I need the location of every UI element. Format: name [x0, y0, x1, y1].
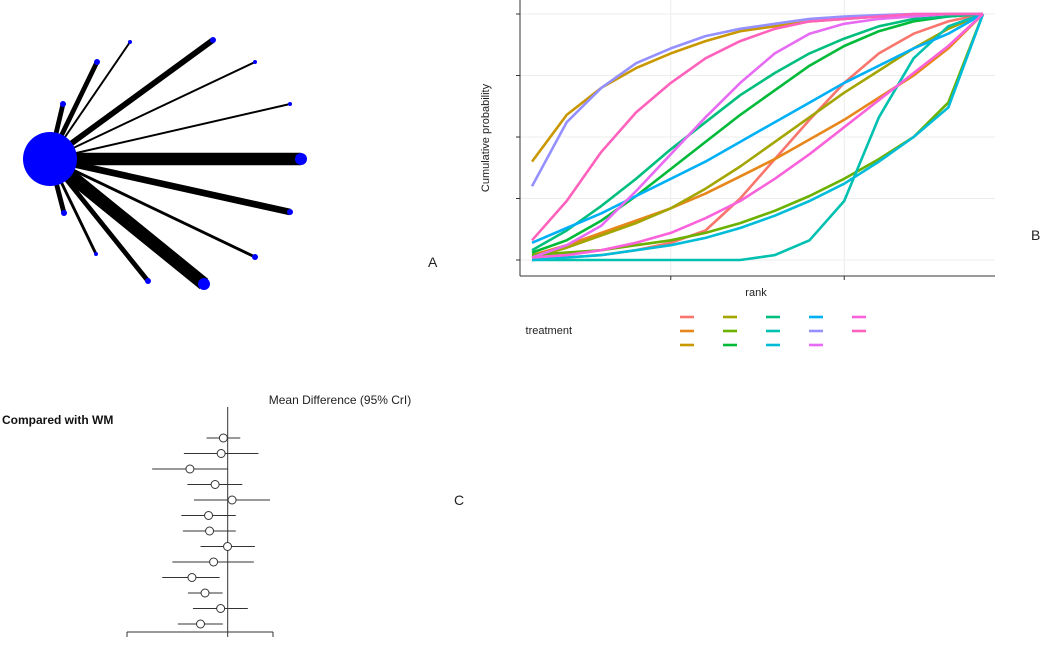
- network-node-xhxyp: [61, 210, 67, 216]
- rank-x-axis-title: rank: [745, 287, 767, 299]
- network-edge-xkcol: [45, 153, 209, 290]
- forest-point-blc: [218, 433, 228, 443]
- network-plot: [23, 37, 307, 290]
- rank-line-xhyyp: [531, 12, 984, 244]
- panel-label-a: A: [428, 254, 438, 270]
- network-nodes: [23, 37, 307, 290]
- network-edge-jklt: [48, 37, 215, 162]
- forest-ticks: [126, 632, 274, 637]
- rank-tick-labels: [516, 13, 845, 280]
- forest-point-jsbc: [227, 495, 237, 505]
- rank-line-xhxyp: [531, 13, 985, 262]
- rank-line-ykp: [531, 12, 983, 242]
- network-node-xkcg: [145, 278, 151, 284]
- forest-point-xkcol: [200, 588, 210, 598]
- network-node-xhyyp: [94, 252, 98, 256]
- forest-point-ykp: [196, 619, 206, 629]
- network-node-tw: [60, 101, 66, 107]
- rank-gridlines: [520, 0, 995, 276]
- network-edge-jklc: [49, 61, 256, 160]
- network-node-hqi: [288, 102, 292, 106]
- network-edge-ykp: [49, 155, 291, 216]
- forest-point-xkcg: [187, 573, 197, 582]
- forest-point-xhyyp: [209, 557, 219, 567]
- rank-y-axis-title: Cumulative probability: [480, 83, 492, 192]
- forest-point-jklt: [210, 480, 220, 489]
- network-node-jklt: [210, 37, 216, 43]
- rank-line-hqi: [531, 13, 984, 257]
- network-node-jsbc: [128, 40, 132, 44]
- network-edge-hqi: [49, 103, 291, 160]
- network-node-sjxyd: [94, 59, 100, 65]
- forest-title: Mean Difference (95% CrI): [269, 393, 412, 407]
- forest-point-hqi: [216, 449, 226, 458]
- forest-subtitle: Compared with WM: [2, 413, 113, 427]
- network-edge-yjp: [49, 157, 256, 259]
- forest-point-sjxyd: [204, 511, 214, 520]
- network-node-jklc: [253, 60, 257, 64]
- forest-point-jklc: [185, 464, 195, 474]
- rank-line-yjp: [531, 13, 984, 259]
- panel-label-c: C: [454, 492, 464, 508]
- network-node-ykp: [287, 209, 293, 215]
- rank-series-lines: [530, 12, 985, 262]
- rank-line-wm: [532, 12, 984, 262]
- rank-curve-chart: rank Cumulative probability treatment: [480, 0, 995, 347]
- network-node-xkcol: [198, 278, 210, 290]
- forest-point-yjp: [216, 604, 226, 613]
- network-node-blc: [295, 153, 307, 165]
- forest-rows: [152, 433, 270, 629]
- rank-legend-title: treatment: [526, 325, 572, 337]
- rank-legend: [680, 315, 866, 347]
- network-node-wm: [23, 132, 77, 186]
- rank-line-xkcol: [531, 12, 983, 259]
- rank-line-sjxyd: [531, 12, 984, 254]
- forest-point-xhxyp: [223, 542, 233, 551]
- network-edges: [45, 37, 301, 290]
- panel-label-b: B: [1031, 227, 1040, 243]
- forest-plot: Mean Difference (95% CrI) Compared with …: [2, 393, 411, 637]
- forest-point-tw: [205, 526, 215, 536]
- rank-line-tw: [531, 12, 984, 252]
- network-node-yjp: [252, 254, 258, 260]
